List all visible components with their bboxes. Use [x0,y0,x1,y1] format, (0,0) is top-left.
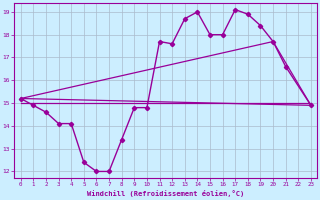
X-axis label: Windchill (Refroidissement éolien,°C): Windchill (Refroidissement éolien,°C) [87,190,244,197]
